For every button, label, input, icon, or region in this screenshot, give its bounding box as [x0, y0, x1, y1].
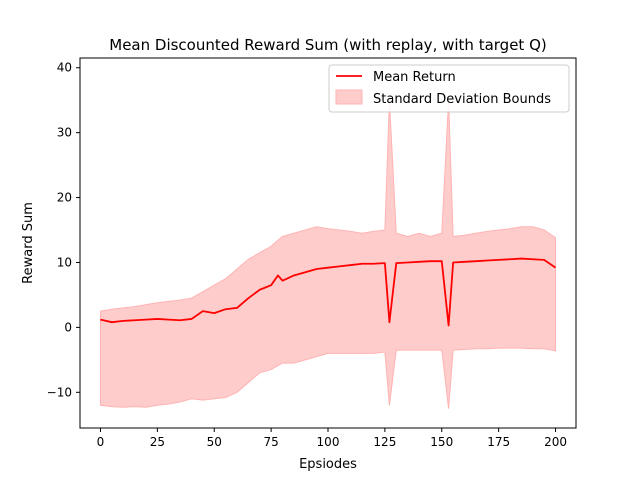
mean-return-line — [100, 257, 557, 327]
y-tick-label: 40 — [57, 61, 72, 75]
chart-title: Mean Discounted Reward Sum (with replay,… — [109, 36, 546, 54]
x-tick-label: 25 — [150, 435, 165, 449]
legend-label-mean: Mean Return — [373, 70, 456, 85]
y-tick-label: 20 — [57, 191, 72, 205]
mean-line-layer — [100, 257, 557, 327]
x-tick-label: 175 — [487, 435, 510, 449]
legend-band-swatch — [335, 89, 363, 105]
x-tick-label: 100 — [317, 435, 340, 449]
y-tick-label: 10 — [57, 255, 72, 269]
legend-label-band: Standard Deviation Bounds — [373, 92, 551, 107]
x-tick-label: 50 — [207, 435, 222, 449]
x-tick-label: 75 — [263, 435, 278, 449]
y-tick-label: 30 — [57, 126, 72, 140]
x-tick-label: 150 — [430, 435, 453, 449]
legend: Mean Return Standard Deviation Bounds — [328, 64, 570, 113]
x-tick-label: 200 — [544, 435, 567, 449]
y-tick-label: −10 — [47, 385, 72, 399]
x-tick-label: 125 — [373, 435, 396, 449]
y-tick-label: 0 — [64, 320, 72, 334]
legend-box — [328, 64, 570, 113]
std-band-layer — [99, 100, 557, 409]
std-band — [99, 100, 557, 409]
y-axis-label: Reward Sum — [21, 202, 36, 284]
x-tick-label: 0 — [97, 435, 105, 449]
x-axis-label: Epsiodes — [299, 457, 357, 472]
x-axis: 0 25 50 75 100 125 150 175 200 — [97, 428, 567, 449]
y-axis: −10 0 10 20 30 40 — [47, 61, 80, 399]
